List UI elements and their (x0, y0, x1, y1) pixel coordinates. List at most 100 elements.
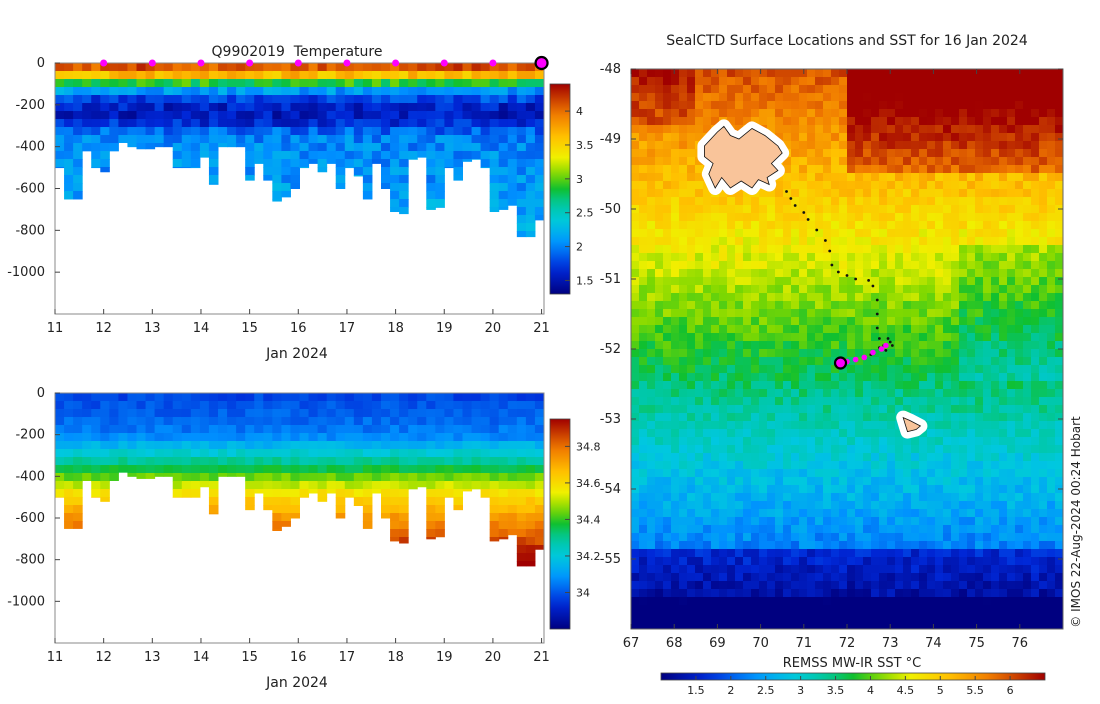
colorbar-tick-label: 2 (576, 241, 583, 254)
sst-cell (935, 453, 943, 461)
sst-cell (863, 405, 871, 413)
sst-cell (751, 237, 759, 245)
section-cell (399, 151, 409, 160)
sst-cell (895, 77, 903, 85)
sst-cell (999, 221, 1007, 229)
sst-cell (903, 269, 911, 277)
section-cell (254, 465, 264, 474)
sst-cell (703, 285, 711, 293)
section-cell (345, 87, 355, 96)
sst-cell (911, 173, 919, 181)
sst-cell (663, 205, 671, 213)
section-cell (254, 441, 264, 450)
section-cell (481, 433, 491, 442)
section-cell (254, 481, 264, 490)
sst-cell (759, 85, 767, 93)
sst-cell (991, 253, 999, 261)
sst-cell (791, 429, 799, 437)
sst-cell (791, 357, 799, 365)
sst-cell (943, 325, 951, 333)
section-cell (127, 417, 137, 426)
sst-cell (999, 93, 1007, 101)
section-cell (363, 481, 373, 490)
sst-cell (727, 205, 735, 213)
sst-cell (1023, 325, 1031, 333)
sst-cell (831, 237, 839, 245)
sst-cell (967, 397, 975, 405)
sst-cell (647, 533, 655, 541)
sst-cell (871, 205, 879, 213)
section-cell (345, 95, 355, 104)
sst-cell (695, 205, 703, 213)
sst-cell (959, 541, 967, 549)
sst-cell (775, 405, 783, 413)
sst-cell (943, 69, 951, 77)
section-cell (318, 497, 328, 502)
sst-cell (991, 445, 999, 453)
section-cell (173, 79, 183, 88)
section-cell (191, 473, 201, 482)
section-cell (481, 449, 491, 458)
section-cell (517, 215, 527, 224)
section-cell (363, 425, 373, 434)
sst-cell (639, 349, 647, 357)
sst-cell (671, 85, 679, 93)
sst-cell (1031, 109, 1039, 117)
sst-cell (975, 221, 983, 229)
sst-cell (719, 349, 727, 357)
section-cell (363, 465, 373, 474)
sst-cell (767, 205, 775, 213)
section-cell (254, 103, 264, 112)
section-cell (272, 401, 282, 410)
sst-cell (895, 133, 903, 141)
sst-cell (815, 181, 823, 189)
sst-cell (791, 301, 799, 309)
section-cell (363, 497, 373, 506)
section-cell (272, 71, 282, 80)
section-cell (535, 135, 545, 144)
sst-cell (1023, 445, 1031, 453)
sst-cell (639, 389, 647, 397)
sst-cell (655, 453, 663, 461)
section-cell (137, 119, 147, 128)
sst-cell (823, 325, 831, 333)
sst-cell (719, 405, 727, 413)
sst-cell (1023, 469, 1031, 477)
section-cell (82, 95, 92, 104)
section-cell (290, 111, 300, 120)
sst-cell (735, 445, 743, 453)
sst-cell (823, 277, 831, 285)
sst-cell (751, 245, 759, 253)
section-cell (173, 71, 183, 80)
sst-cell (1007, 541, 1015, 549)
sst-cell (815, 477, 823, 485)
sst-cell (967, 189, 975, 197)
section-cell (526, 103, 536, 112)
sst-cell (711, 485, 719, 493)
section-cell (444, 111, 454, 120)
sst-cell (695, 93, 703, 101)
sst-cell (847, 341, 855, 349)
sst-cell (975, 205, 983, 213)
sst-cell (847, 325, 855, 333)
sst-cell (879, 301, 887, 309)
sst-cell (711, 469, 719, 477)
section-cell (517, 207, 527, 216)
sst-cell (967, 365, 975, 373)
sst-cell (799, 149, 807, 157)
section-cell (300, 103, 310, 112)
section-cell (155, 409, 165, 418)
section-cell (245, 409, 255, 418)
sst-cell (927, 453, 935, 461)
sst-cell (743, 69, 751, 77)
sst-cell (743, 405, 751, 413)
sst-cell (903, 277, 911, 285)
section-cell (236, 417, 246, 426)
sst-cell (839, 117, 847, 125)
section-cell (191, 481, 201, 490)
section-cell (372, 441, 382, 450)
sst-cell (927, 445, 935, 453)
section-cell (146, 417, 156, 426)
sst-cell (855, 133, 863, 141)
section-cell (426, 489, 436, 498)
